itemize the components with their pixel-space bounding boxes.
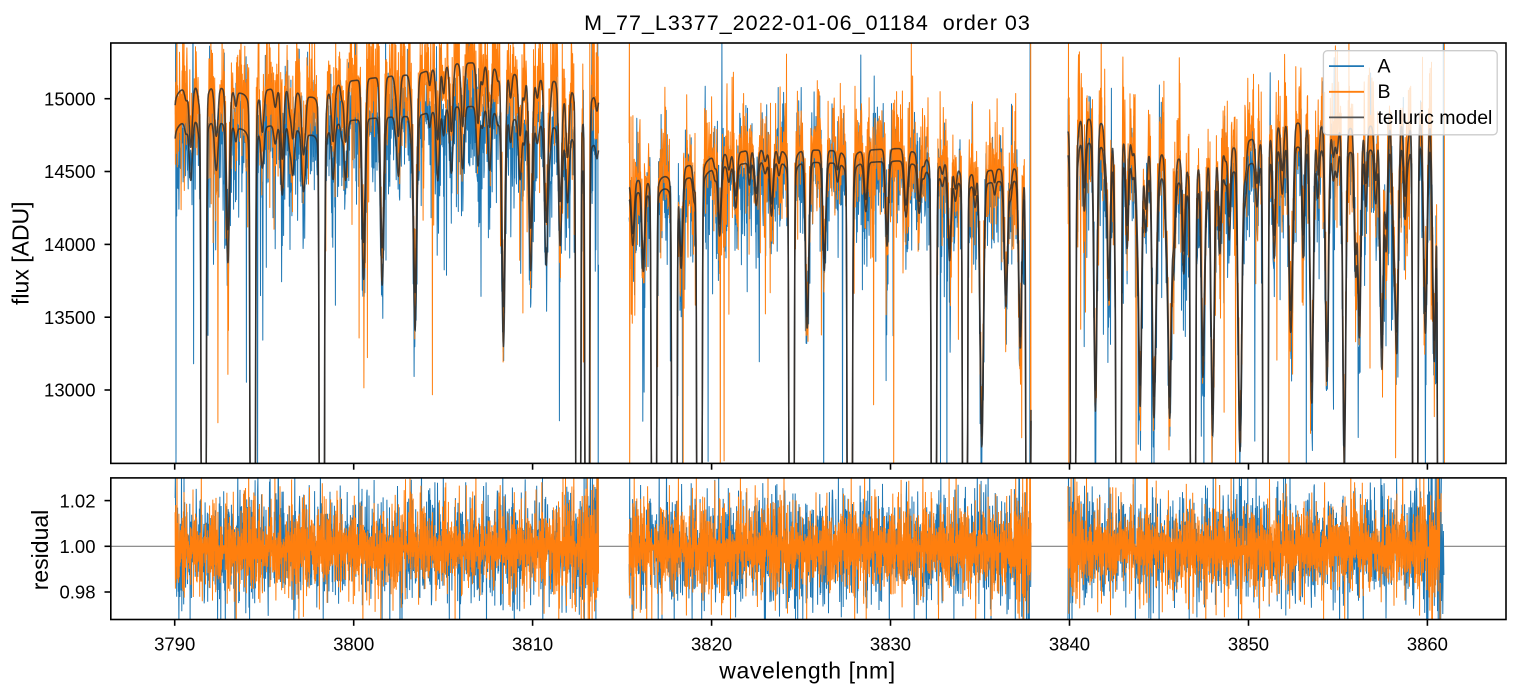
svg-text:13500: 13500	[44, 307, 95, 328]
svg-text:3800: 3800	[333, 634, 374, 655]
svg-text:A: A	[1378, 56, 1391, 78]
svg-text:telluric model: telluric model	[1378, 107, 1493, 129]
svg-text:3820: 3820	[691, 634, 732, 655]
svg-text:3790: 3790	[154, 634, 195, 655]
svg-text:3840: 3840	[1049, 634, 1090, 655]
svg-text:residual: residual	[27, 510, 53, 591]
svg-text:wavelength [nm]: wavelength [nm]	[718, 658, 895, 684]
svg-text:1.02: 1.02	[59, 490, 95, 511]
svg-text:3810: 3810	[512, 634, 553, 655]
svg-text:15000: 15000	[44, 88, 95, 109]
svg-text:1.00: 1.00	[59, 536, 95, 557]
svg-text:flux [ADU]: flux [ADU]	[8, 201, 34, 305]
svg-text:14500: 14500	[44, 161, 95, 182]
svg-text:13000: 13000	[44, 380, 95, 401]
svg-text:3860: 3860	[1407, 634, 1448, 655]
svg-text:M_77_L3377_2022-01-06_01184 o: M_77_L3377_2022-01-06_01184 order 03	[584, 11, 1031, 35]
svg-text:3850: 3850	[1228, 634, 1269, 655]
svg-text:0.98: 0.98	[59, 582, 95, 603]
svg-text:B: B	[1378, 81, 1391, 103]
svg-text:3830: 3830	[870, 634, 911, 655]
svg-text:14000: 14000	[44, 234, 95, 255]
